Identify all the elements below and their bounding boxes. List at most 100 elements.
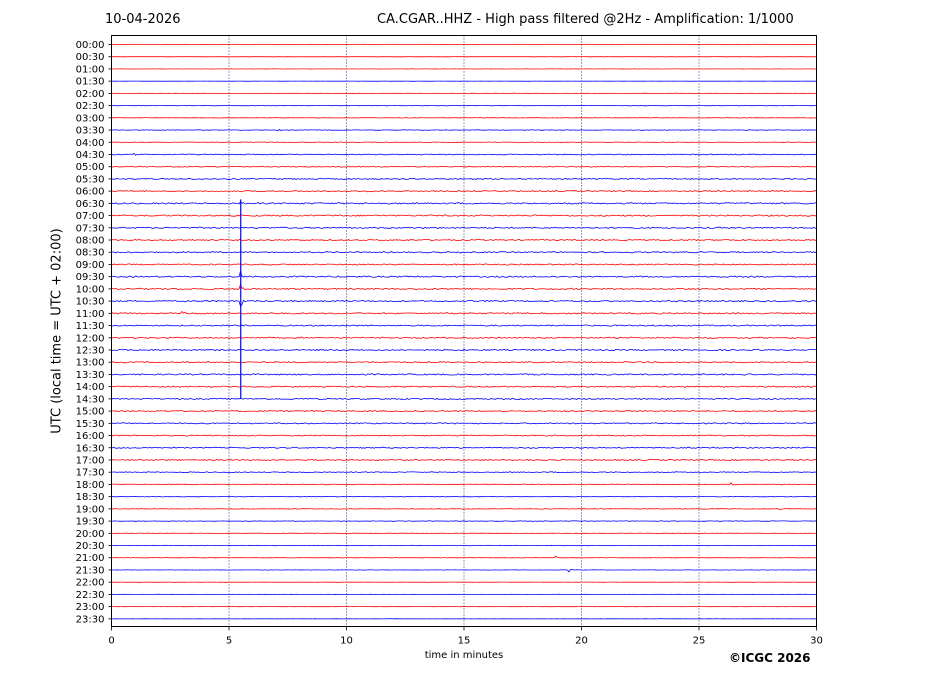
y-tick-label-1200: 12:00 (76, 333, 105, 344)
trace-0600 (111, 190, 817, 193)
trace-1600 (111, 434, 817, 437)
y-tick-label-1100: 11:00 (76, 309, 105, 320)
y-tick-label-1730: 17:30 (76, 468, 105, 479)
trace-0700 (111, 214, 817, 217)
chart-title: CA.CGAR..HHZ - High pass filtered @2Hz -… (377, 12, 794, 27)
trace-1330 (111, 373, 817, 376)
x-tick-label-20: 20 (575, 636, 588, 647)
plot-frame (111, 35, 817, 627)
trace-1130 (111, 324, 817, 327)
x-tick-label-0: 0 (108, 636, 114, 647)
x-tick-label-10: 10 (340, 636, 353, 647)
y-tick-label-0700: 07:00 (76, 211, 105, 222)
x-axis-ticks: 0 5 10 15 20 25 30 (108, 626, 823, 647)
trace-1630 (111, 446, 817, 449)
trace-2100 (111, 555, 817, 559)
y-tick-label-2200: 22:00 (76, 578, 105, 589)
trace-1930 (111, 520, 817, 522)
y-tick-label-1830: 18:30 (76, 492, 105, 503)
y-tick-label-2330: 23:30 (76, 614, 105, 625)
y-tick-label-0100: 01:00 (76, 64, 105, 75)
trace-0730 (111, 226, 817, 229)
trace-1100 (111, 310, 817, 315)
y-tick-label-0500: 05:00 (76, 162, 105, 173)
y-tick-label-0000: 00:00 (76, 40, 105, 51)
y-tick-label-0930: 09:30 (76, 272, 105, 283)
trace-1200 (111, 336, 817, 339)
trace-0900 (111, 263, 817, 266)
y-tick-label-1630: 16:30 (76, 443, 105, 454)
y-tick-label-1530: 15:30 (76, 419, 105, 430)
y-tick-label-2130: 21:30 (76, 565, 105, 576)
seismic-traces (111, 43, 817, 620)
y-tick-label-0230: 02:30 (76, 101, 105, 112)
trace-0530 (111, 177, 817, 180)
y-tick-label-0530: 05:30 (76, 174, 105, 185)
x-tick-label-25: 25 (693, 636, 706, 647)
trace-0330 (111, 128, 817, 132)
y-tick-label-1500: 15:00 (76, 407, 105, 418)
x-tick-label-30: 30 (810, 636, 823, 647)
trace-0500 (111, 165, 817, 168)
trace-0800 (111, 238, 817, 242)
trace-1700 (111, 458, 817, 462)
trace-0630 (111, 200, 817, 205)
y-tick-label-0730: 07:30 (76, 223, 105, 234)
copyright-label: ©ICGC 2026 (729, 651, 811, 665)
y-tick-label-0900: 09:00 (76, 260, 105, 271)
trace-0430 (111, 152, 817, 156)
trace-1900 (111, 508, 817, 511)
y-tick-label-0330: 03:30 (76, 126, 105, 137)
y-tick-label-1400: 14:00 (76, 382, 105, 393)
y-tick-label-0400: 04:00 (76, 138, 105, 149)
y-tick-label-1230: 12:30 (76, 346, 105, 357)
trace-0830 (111, 251, 817, 254)
trace-1000 (111, 283, 817, 291)
y-tick-label-2300: 23:00 (76, 602, 105, 613)
trace-1230 (111, 348, 817, 352)
trace-0930 (111, 269, 817, 278)
trace-1830 (111, 495, 817, 498)
x-tick-label-5: 5 (226, 636, 232, 647)
trace-1430 (111, 397, 817, 401)
y-tick-label-1430: 14:30 (76, 394, 105, 405)
y-tick-label-1300: 13:00 (76, 358, 105, 369)
y-tick-label-2230: 22:30 (76, 590, 105, 601)
y-tick-label-2030: 20:30 (76, 541, 105, 552)
y-tick-label-1800: 18:00 (76, 480, 105, 491)
y-tick-label-2000: 20:00 (76, 529, 105, 540)
y-tick-label-0600: 06:00 (76, 187, 105, 198)
date-label: 10-04-2026 (105, 12, 181, 27)
y-tick-label-1330: 13:30 (76, 370, 105, 381)
trace-1300 (111, 361, 817, 364)
trace-1800 (111, 482, 817, 486)
y-tick-label-1000: 10:00 (76, 284, 105, 295)
y-tick-label-0300: 03:00 (76, 113, 105, 124)
trace-1500 (111, 410, 817, 413)
y-tick-label-1700: 17:00 (76, 455, 105, 466)
y-tick-label-0200: 02:00 (76, 89, 105, 100)
y-tick-label-1900: 19:00 (76, 504, 105, 515)
y-tick-label-0830: 08:30 (76, 248, 105, 259)
x-tick-label-15: 15 (458, 636, 471, 647)
y-tick-label-1600: 16:00 (76, 431, 105, 442)
trace-1530 (111, 422, 817, 425)
y-tick-label-0430: 04:30 (76, 150, 105, 161)
y-tick-label-0030: 00:30 (76, 52, 105, 63)
x-axis-label: time in minutes (424, 650, 504, 661)
trace-1730 (111, 471, 817, 474)
y-tick-label-1030: 10:30 (76, 297, 105, 308)
vertical-gridlines (228, 35, 700, 627)
y-tick-label-1930: 19:30 (76, 517, 105, 528)
trace-1400 (111, 385, 817, 388)
y-tick-label-0630: 06:30 (76, 199, 105, 210)
trace-2130 (111, 568, 817, 573)
y-tick-label-0130: 01:30 (76, 77, 105, 88)
y-tick-label-1130: 11:30 (76, 321, 105, 332)
trace-0400 (111, 141, 817, 144)
trace-1030 (111, 299, 817, 308)
y-tick-label-2100: 21:00 (76, 553, 105, 564)
y-tick-label-0800: 08:00 (76, 236, 105, 247)
